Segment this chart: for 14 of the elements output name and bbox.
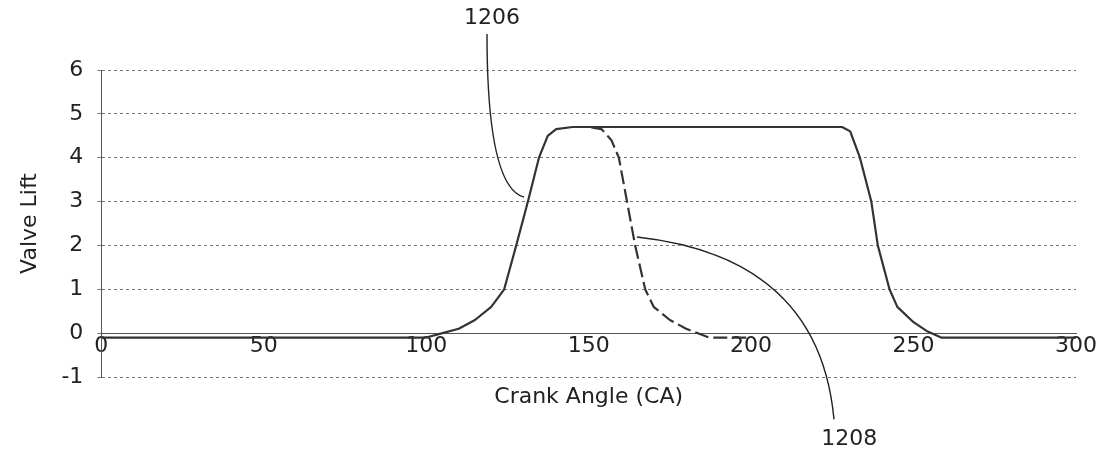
x-tick-label: 200 — [730, 332, 773, 358]
y-tick-label: 2 — [69, 231, 84, 257]
y-tick-label: 5 — [69, 99, 84, 125]
y-tick-label: -1 — [61, 362, 84, 388]
y-axis-title: Valve Lift — [15, 172, 41, 274]
y-tick-label: 3 — [69, 187, 84, 213]
annotation: 1206 — [462, 4, 521, 30]
x-tick-label: 250 — [892, 332, 935, 358]
y-tick-label: 1 — [69, 275, 84, 300]
y-tick-label: 6 — [69, 55, 84, 81]
x-tick-label: 150 — [567, 332, 610, 358]
annotation: 1208 — [820, 425, 879, 451]
x-axis-title: Crank Angle (CA) — [493, 383, 685, 408]
y-tick-label: 4 — [69, 143, 84, 169]
